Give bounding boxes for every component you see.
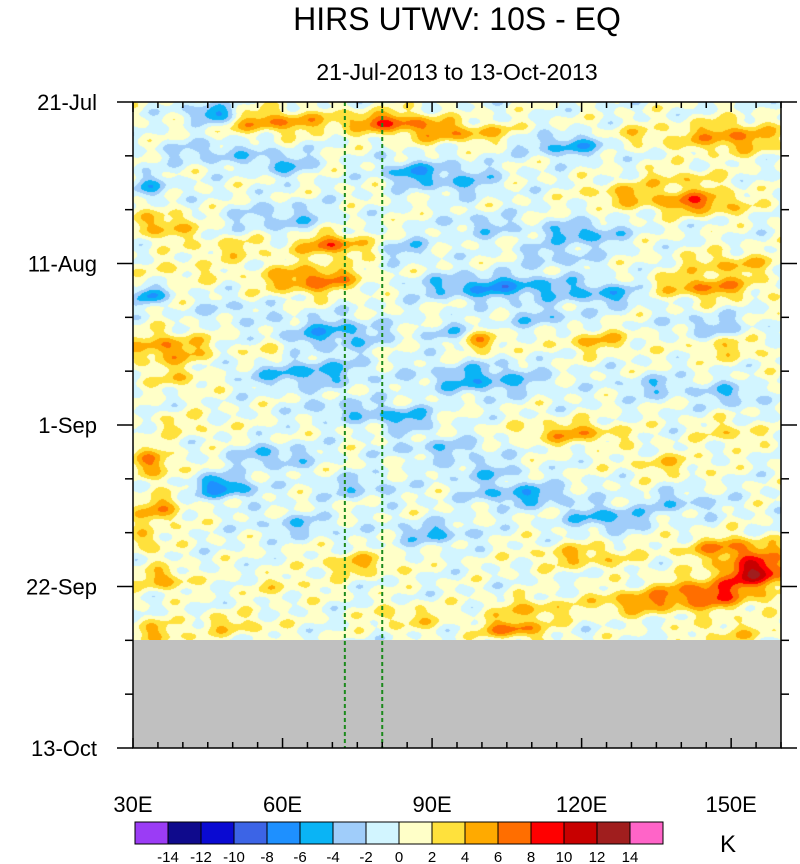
colorbar-swatch xyxy=(563,821,598,845)
x-axis: 30E 60E 90E 120E 150E xyxy=(113,102,782,817)
x-tick-label: 60E xyxy=(263,792,302,817)
colorbar-swatch xyxy=(332,821,367,845)
colorbar-tick-label: -8 xyxy=(260,849,273,864)
colorbar-unit: K xyxy=(720,831,736,858)
y-tick-label: 11-Aug xyxy=(28,252,97,277)
y-tick-label: 22-Sep xyxy=(26,575,97,600)
colorbar-tick-label: 2 xyxy=(428,849,436,864)
colorbar-tick-label: -4 xyxy=(326,849,339,864)
colorbar-tick-label: -14 xyxy=(157,849,179,864)
colorbar-tick-label: 12 xyxy=(589,849,606,864)
y-tick-label: 13-Oct xyxy=(31,736,97,761)
colorbar: -14 -12 -10 -8 -6 -4 -2 0 2 4 6 8 10 12 14 xyxy=(134,821,664,864)
colorbar-tick-label: 4 xyxy=(461,849,469,864)
x-tick-label: 30E xyxy=(113,792,152,817)
colorbar-swatch xyxy=(530,821,565,845)
colorbar-tick-label: 0 xyxy=(395,849,403,864)
reference-lines xyxy=(343,102,384,748)
colorbar-swatch xyxy=(596,821,631,845)
colorbar-tick-label: -10 xyxy=(223,849,245,864)
colorbar-swatch xyxy=(167,821,202,845)
chart-subtitle: 21-Jul-2013 to 13-Oct-2013 xyxy=(316,59,597,85)
plot-area xyxy=(132,101,782,749)
x-tick-label: 90E xyxy=(412,792,451,817)
anomaly-field xyxy=(133,102,781,640)
y-axis: 21-Jul 11-Aug 1-Sep 22-Sep 13-Oct xyxy=(26,90,797,761)
x-tick-label: 120E xyxy=(556,792,607,817)
colorbar-tick-label: 14 xyxy=(622,849,639,864)
y-tick-label: 21-Jul xyxy=(37,90,97,115)
missing-data-region xyxy=(133,640,781,748)
colorbar-tick-label: -2 xyxy=(359,849,372,864)
colorbar-swatch xyxy=(431,821,466,845)
colorbar-swatch xyxy=(200,821,235,845)
y-tick-label: 1-Sep xyxy=(38,413,97,438)
colorbar-swatch xyxy=(134,821,169,845)
colorbar-swatch xyxy=(497,821,532,845)
chart-title: HIRS UTWV: 10S - EQ xyxy=(293,1,621,37)
colorbar-swatch xyxy=(629,821,664,845)
colorbar-swatch xyxy=(299,821,334,845)
colorbar-swatch xyxy=(266,821,301,845)
colorbar-swatch xyxy=(365,821,400,845)
colorbar-swatch xyxy=(398,821,433,845)
colorbar-tick-label: 10 xyxy=(556,849,573,864)
colorbar-swatch xyxy=(233,821,268,845)
colorbar-swatch xyxy=(464,821,499,845)
colorbar-tick-label: 6 xyxy=(494,849,502,864)
colorbar-tick-label: -12 xyxy=(190,849,212,864)
colorbar-tick-label: 8 xyxy=(527,849,535,864)
colorbar-tick-label: -6 xyxy=(293,849,306,864)
x-tick-label: 150E xyxy=(705,792,756,817)
